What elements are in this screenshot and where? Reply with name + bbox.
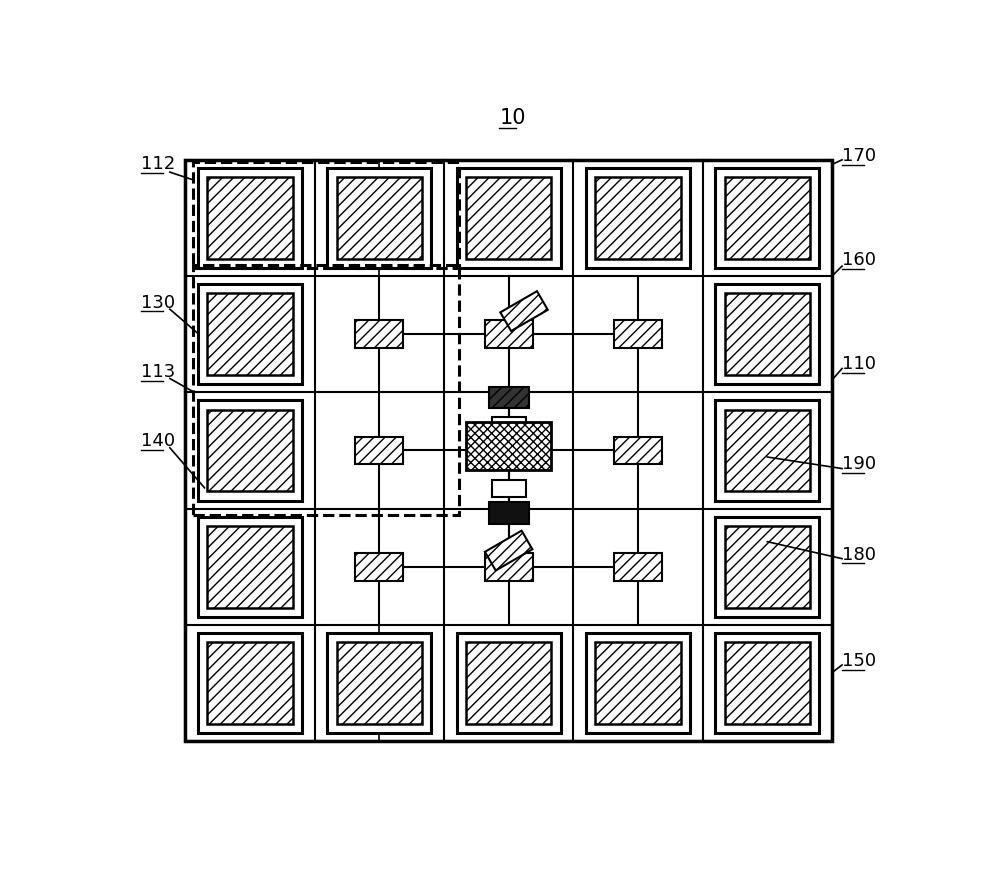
Bar xyxy=(466,423,551,470)
Bar xyxy=(614,321,662,349)
Text: 140: 140 xyxy=(141,431,175,450)
Bar xyxy=(355,437,403,465)
Text: 110: 110 xyxy=(842,355,876,373)
Bar xyxy=(715,285,819,385)
Bar xyxy=(485,321,533,349)
Bar xyxy=(198,401,302,501)
Bar xyxy=(198,285,302,385)
Bar xyxy=(327,168,431,268)
Bar xyxy=(185,160,832,741)
Bar xyxy=(725,526,810,608)
Bar xyxy=(207,178,293,260)
Bar xyxy=(489,387,529,409)
Bar xyxy=(614,437,662,465)
Bar xyxy=(595,178,681,260)
Text: 112: 112 xyxy=(141,155,176,173)
Bar xyxy=(466,643,551,724)
Bar xyxy=(193,163,459,269)
Bar xyxy=(337,178,422,260)
Bar xyxy=(485,531,532,571)
Text: 130: 130 xyxy=(141,294,175,311)
Bar xyxy=(725,178,810,260)
Bar xyxy=(492,417,526,434)
Bar xyxy=(725,294,810,375)
Bar xyxy=(193,265,459,515)
Text: 150: 150 xyxy=(842,651,876,669)
Bar xyxy=(337,643,422,724)
Bar xyxy=(715,517,819,617)
Bar xyxy=(207,294,293,375)
Bar xyxy=(207,643,293,724)
Bar xyxy=(457,633,561,733)
Text: 180: 180 xyxy=(842,545,876,563)
Bar xyxy=(492,481,526,497)
Bar xyxy=(586,168,690,268)
Bar xyxy=(207,526,293,608)
Bar xyxy=(715,401,819,501)
Text: 170: 170 xyxy=(842,147,876,165)
Bar xyxy=(198,168,302,268)
Bar xyxy=(355,553,403,581)
Bar xyxy=(466,178,551,260)
Bar xyxy=(355,321,403,349)
Bar xyxy=(595,643,681,724)
Bar xyxy=(198,633,302,733)
Text: 113: 113 xyxy=(141,362,176,381)
Bar xyxy=(614,553,662,581)
Bar xyxy=(207,410,293,492)
Bar xyxy=(485,553,533,581)
Bar xyxy=(715,168,819,268)
Bar xyxy=(457,168,561,268)
Bar xyxy=(327,633,431,733)
Bar xyxy=(725,410,810,492)
Bar xyxy=(500,292,548,332)
Text: 160: 160 xyxy=(842,251,876,269)
Bar xyxy=(198,517,302,617)
Text: 10: 10 xyxy=(499,109,526,128)
Text: 190: 190 xyxy=(842,455,876,473)
Bar xyxy=(715,633,819,733)
Bar xyxy=(725,643,810,724)
Bar xyxy=(489,503,529,524)
Bar xyxy=(586,633,690,733)
